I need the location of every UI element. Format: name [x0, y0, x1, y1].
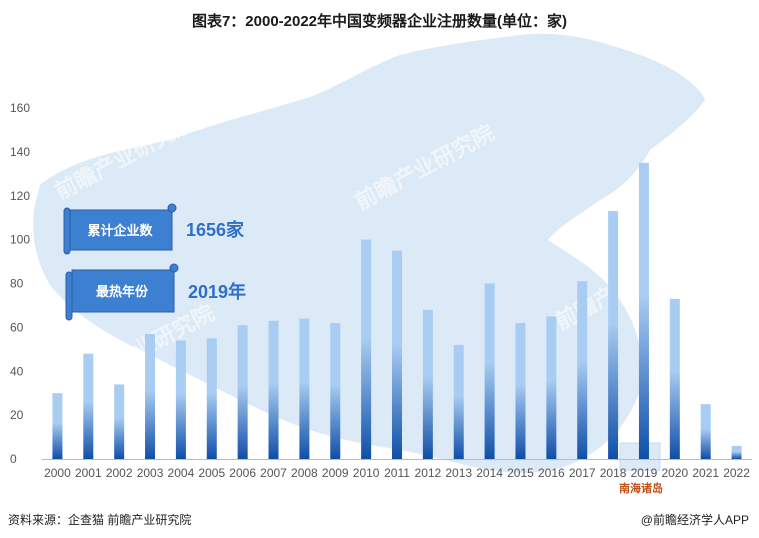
bar-2021 — [700, 404, 711, 459]
x-tick-label: 2016 — [538, 466, 565, 480]
bar-2013 — [453, 344, 464, 459]
callout-total-companies: 累计企业数 1656家 — [63, 203, 245, 255]
bar-2014 — [484, 283, 495, 459]
callout-hottest-year: 最热年份 2019年 — [65, 263, 246, 321]
x-tick-label: 2019 — [631, 466, 658, 480]
map-label-south-china-sea: 南海诸岛 — [619, 481, 663, 495]
callout-label-2: 最热年份 — [96, 284, 149, 299]
bar-2008 — [299, 318, 310, 459]
x-tick-label: 2022 — [723, 466, 750, 480]
bar-2010 — [361, 239, 372, 459]
y-tick-label: 160 — [10, 101, 30, 115]
x-tick-label: 2013 — [445, 466, 472, 480]
callout-banner-2-scroll — [169, 263, 179, 273]
x-tick-label: 2006 — [229, 466, 256, 480]
x-tick-label: 2021 — [692, 466, 719, 480]
x-tick-label: 2017 — [569, 466, 596, 480]
bar-2018 — [608, 211, 619, 459]
bar-2002 — [114, 384, 125, 459]
callout-banner-1-scroll — [167, 203, 177, 213]
bar-2012 — [422, 309, 433, 459]
x-tick-label: 2014 — [476, 466, 503, 480]
bar-2022 — [731, 445, 742, 459]
bar-2003 — [145, 333, 156, 459]
bar-2019 — [638, 162, 649, 459]
bar-2005 — [206, 338, 217, 459]
y-tick-label: 120 — [10, 189, 30, 203]
y-tick-label: 40 — [10, 364, 24, 378]
x-tick-label: 2009 — [322, 466, 349, 480]
bar-2007 — [268, 320, 279, 459]
x-tick-label: 2011 — [384, 466, 410, 480]
x-tick-label: 2010 — [353, 466, 380, 480]
callout-banner-2-edge — [65, 271, 73, 321]
bar-2017 — [577, 281, 588, 459]
y-tick-label: 80 — [10, 277, 24, 291]
x-tick-label: 2012 — [415, 466, 442, 480]
x-tick-label: 2007 — [260, 466, 287, 480]
bar-2001 — [83, 353, 94, 459]
x-tick-label: 2001 — [75, 466, 102, 480]
x-tick-label: 2002 — [106, 466, 133, 480]
bar-2015 — [515, 322, 526, 459]
x-tick-label: 2015 — [507, 466, 534, 480]
bar-2004 — [175, 340, 186, 459]
callout-banner-1-edge — [63, 207, 71, 255]
callout-value-1: 1656家 — [186, 219, 245, 240]
y-tick-label: 20 — [10, 408, 24, 422]
x-tick-label: 2003 — [137, 466, 164, 480]
x-tick-label: 2005 — [198, 466, 225, 480]
x-tick-label: 2004 — [168, 466, 195, 480]
callout-label-1: 累计企业数 — [87, 223, 153, 238]
chart-title: 图表7：2000-2022年中国变频器企业注册数量(单位：家) — [191, 13, 568, 30]
bar-2000 — [52, 393, 63, 459]
y-tick-label: 140 — [10, 145, 30, 159]
y-tick-label: 100 — [10, 233, 30, 247]
bar-2011 — [392, 250, 402, 459]
footer-brand: @前瞻经济学人APP — [640, 513, 749, 527]
bar-2016 — [546, 316, 557, 459]
bar-2009 — [330, 322, 341, 459]
x-tick-label: 2018 — [600, 466, 627, 480]
bar-2006 — [237, 325, 248, 459]
bar-2020 — [669, 298, 680, 459]
y-tick-label: 0 — [10, 452, 17, 466]
callout-value-2: 2019年 — [188, 281, 246, 302]
x-tick-label: 2008 — [291, 466, 318, 480]
x-tick-label: 2000 — [44, 466, 71, 480]
y-tick-label: 60 — [10, 320, 24, 334]
x-tick-label: 2020 — [661, 466, 688, 480]
footer-source: 资料来源：企查猫 前瞻产业研究院 — [8, 513, 192, 527]
